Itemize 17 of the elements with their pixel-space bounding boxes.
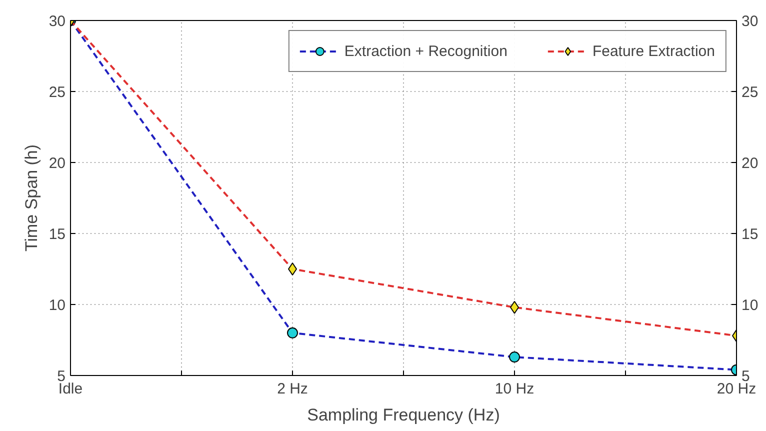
y2-tick-label: 15 [742,226,758,243]
y2-tick-label: 10 [742,297,758,314]
y-axis-title: Time Span (h) [22,144,41,252]
x-tick-label: 2 Hz [277,380,308,398]
legend-label: Feature Extraction [592,42,715,60]
x-tick-label: 10 Hz [494,380,534,398]
y2-tick-label: 20 [742,155,758,172]
y2-tick-label: 30 [742,13,758,30]
y-tick-label: 20 [48,155,66,172]
y-tick-label: 10 [48,297,66,314]
y-tick-label: 25 [48,84,66,101]
y-tick-label: 15 [48,226,66,243]
legend-label: Extraction + Recognition [344,42,508,60]
x-axis-title: Sampling Frequency (Hz) [307,406,500,424]
x-tick-label: Idle [58,380,83,398]
y2-tick-label: 25 [742,84,758,101]
y-tick-label: 30 [48,13,66,30]
